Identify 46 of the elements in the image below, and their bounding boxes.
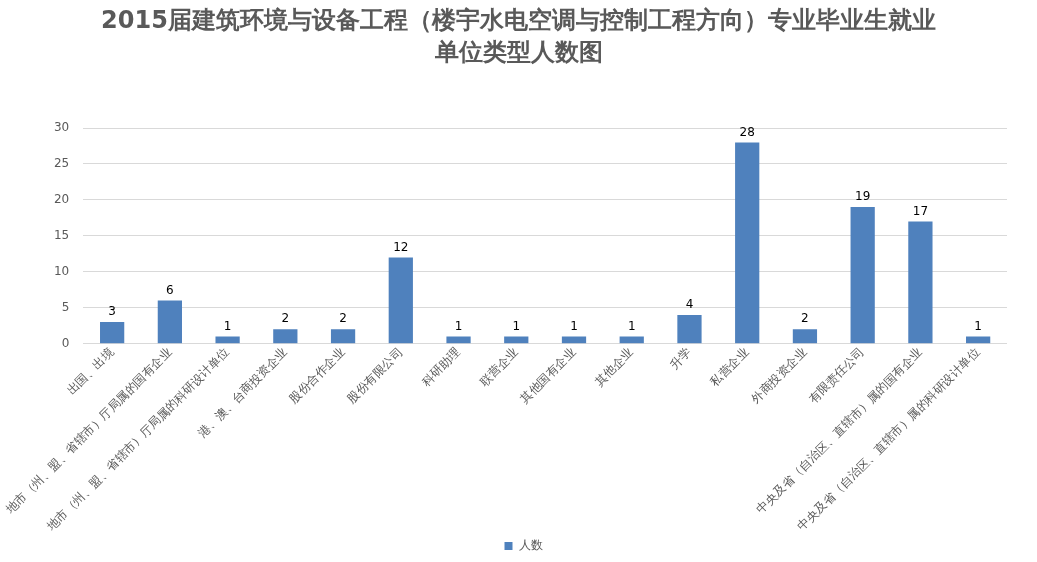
data-label: 19 bbox=[855, 189, 871, 204]
data-label: 2 bbox=[281, 311, 290, 326]
data-label: 3 bbox=[108, 304, 116, 319]
x-tick-label: 私营企业 bbox=[707, 345, 752, 389]
bar bbox=[677, 314, 702, 344]
bar bbox=[561, 336, 587, 344]
x-tick-label: 科研助理 bbox=[419, 345, 463, 389]
bar bbox=[330, 329, 356, 344]
bar bbox=[792, 329, 818, 344]
data-label: 28 bbox=[739, 124, 755, 139]
data-label: 1 bbox=[627, 318, 636, 333]
y-tick-label: 25 bbox=[53, 156, 70, 171]
y-tick-label: 10 bbox=[53, 263, 70, 278]
y-tick-label: 5 bbox=[61, 299, 70, 314]
bar bbox=[157, 300, 182, 344]
data-label: 6 bbox=[166, 282, 174, 297]
data-label: 2 bbox=[339, 311, 347, 326]
bar bbox=[273, 329, 298, 344]
data-label: 1 bbox=[454, 318, 463, 333]
bar bbox=[735, 142, 760, 344]
y-tick-label: 15 bbox=[53, 227, 70, 242]
data-label: 17 bbox=[912, 203, 929, 218]
x-tick-label: 联营企业 bbox=[476, 345, 521, 389]
bar bbox=[504, 336, 529, 344]
data-label: 4 bbox=[685, 297, 694, 311]
bar bbox=[215, 336, 240, 344]
data-label: 1 bbox=[570, 318, 578, 333]
data-label: 12 bbox=[393, 239, 409, 254]
bar bbox=[908, 221, 933, 344]
data-label: 1 bbox=[223, 318, 232, 333]
bar bbox=[619, 336, 644, 344]
bar bbox=[446, 336, 471, 344]
x-tick-label: 升学 bbox=[666, 345, 694, 373]
x-tick-label: 其他企业 bbox=[592, 345, 637, 389]
legend-label: 人数 bbox=[518, 538, 543, 553]
y-tick-label: 0 bbox=[61, 335, 70, 350]
bar bbox=[850, 207, 875, 344]
y-tick-label: 30 bbox=[53, 120, 70, 135]
bar bbox=[388, 257, 413, 344]
bar bbox=[100, 322, 125, 344]
y-tick-label: 20 bbox=[53, 192, 70, 206]
chart-title: 2015届建筑环境与设备工程（楼宇水电空调与控制工程方向）专业毕业生就业单位类型人数图 bbox=[100, 5, 937, 68]
data-label: 1 bbox=[974, 318, 982, 333]
data-label: 1 bbox=[512, 318, 521, 333]
data-label: 2 bbox=[801, 311, 809, 326]
bar bbox=[966, 336, 991, 344]
